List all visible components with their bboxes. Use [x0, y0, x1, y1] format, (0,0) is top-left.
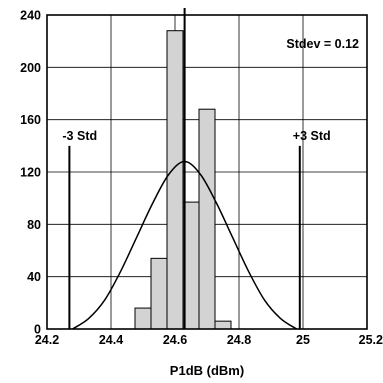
plot-frame: [46, 14, 368, 330]
y-tick-label: 80: [27, 218, 41, 232]
histogram-bars: [134, 30, 232, 330]
x-tick-label: 25.2: [359, 333, 383, 347]
x-tick-label: 24.4: [99, 333, 123, 347]
reference-line-label: +3 Std: [293, 129, 331, 143]
histogram-bar: [150, 257, 168, 330]
x-axis-title: P1dB (dBm): [170, 363, 244, 378]
x-tick-label: 24.2: [35, 333, 59, 347]
histogram-bar: [134, 307, 152, 330]
y-tick-label: 240: [20, 9, 41, 23]
histogram-bar: [198, 108, 216, 330]
histogram-bar: [166, 30, 184, 330]
histogram-bar: [214, 320, 232, 330]
reference-lines: -3 Std +3 Std: [62, 8, 331, 329]
x-tick-label: 24.6: [163, 333, 187, 347]
y-tick-labels: 0 40 80 120 160 200 240: [20, 9, 41, 337]
x-tick-label: 24.8: [227, 333, 251, 347]
reference-line-label: -3 Std: [62, 129, 97, 143]
y-tick-label: 0: [34, 323, 41, 337]
y-tick-label: 200: [20, 61, 41, 75]
y-tick-label: 120: [20, 166, 41, 180]
y-tick-label: 160: [20, 113, 41, 127]
stdev-annotation: Stdev = 0.12: [286, 37, 359, 51]
y-tick-label: 40: [27, 270, 41, 284]
x-tick-labels: 24.2 24.4 24.6 24.8 25 25.2: [35, 333, 383, 347]
x-tick-label: 25: [296, 333, 310, 347]
